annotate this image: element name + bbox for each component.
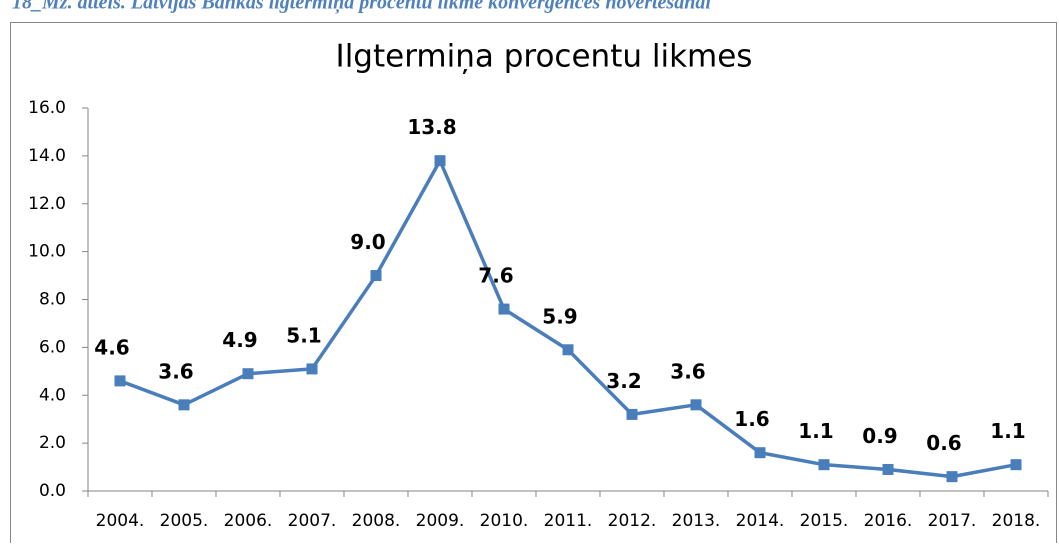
data-label: 5.9 <box>542 304 577 328</box>
data-label: 13.8 <box>407 115 456 139</box>
x-tick-label: 2005. <box>160 511 209 531</box>
y-tick-label: 16.0 <box>28 98 66 118</box>
x-tick-label: 2008. <box>352 511 401 531</box>
y-tick-label: 6.0 <box>39 337 66 357</box>
marker <box>498 303 510 315</box>
y-tick-label: 2.0 <box>39 433 66 453</box>
x-tick-label: 2011. <box>544 511 593 531</box>
marker <box>754 447 766 459</box>
x-tick-label: 2009. <box>416 511 465 531</box>
x-tick-label: 2006. <box>224 511 273 531</box>
x-tick-label: 2017. <box>928 511 977 531</box>
marker <box>690 399 702 411</box>
x-tick-label: 2015. <box>800 511 849 531</box>
x-tick-label: 2016. <box>864 511 913 531</box>
marker <box>242 368 254 380</box>
marker <box>370 270 382 282</box>
data-label: 0.6 <box>926 431 961 455</box>
marker <box>818 459 830 471</box>
marker <box>562 344 574 356</box>
x-tick-label: 2010. <box>480 511 529 531</box>
data-label: 1.1 <box>798 419 833 443</box>
chart-frame <box>10 22 1057 547</box>
data-label: 4.9 <box>222 328 257 352</box>
caption: 18_Mz. attēls. Latvijas Bankas ilgtermiņ… <box>12 0 711 15</box>
x-tick-label: 2018. <box>992 511 1041 531</box>
x-tick-label: 2012. <box>608 511 657 531</box>
y-tick-label: 12.0 <box>28 194 66 214</box>
y-tick-label: 10.0 <box>28 242 66 262</box>
x-tick-label: 2007. <box>288 511 337 531</box>
data-label: 0.9 <box>862 424 897 448</box>
data-label: 5.1 <box>286 323 321 347</box>
y-tick-label: 14.0 <box>28 146 66 166</box>
data-label: 3.2 <box>606 369 641 393</box>
marker <box>626 408 638 420</box>
data-label: 7.6 <box>478 264 513 288</box>
marker <box>946 471 958 483</box>
y-tick-label: 0.0 <box>39 481 66 501</box>
data-label: 3.6 <box>670 359 705 383</box>
marker <box>882 463 894 475</box>
x-tick-label: 2004. <box>96 511 145 531</box>
y-tick-label: 4.0 <box>39 385 66 405</box>
data-label: 9.0 <box>350 230 385 254</box>
data-label: 3.6 <box>158 359 193 383</box>
marker <box>178 399 190 411</box>
y-tick-label: 8.0 <box>39 290 66 310</box>
data-label: 1.1 <box>990 419 1025 443</box>
data-label: 4.6 <box>94 335 129 359</box>
x-tick-label: 2014. <box>736 511 785 531</box>
data-label: 1.6 <box>734 407 769 431</box>
marker <box>114 375 126 387</box>
marker <box>306 363 318 375</box>
marker <box>434 155 446 167</box>
x-tick-label: 2013. <box>672 511 721 531</box>
marker <box>1010 459 1022 471</box>
chart-title: Ilgtermiņa procentu likmes <box>336 39 753 75</box>
